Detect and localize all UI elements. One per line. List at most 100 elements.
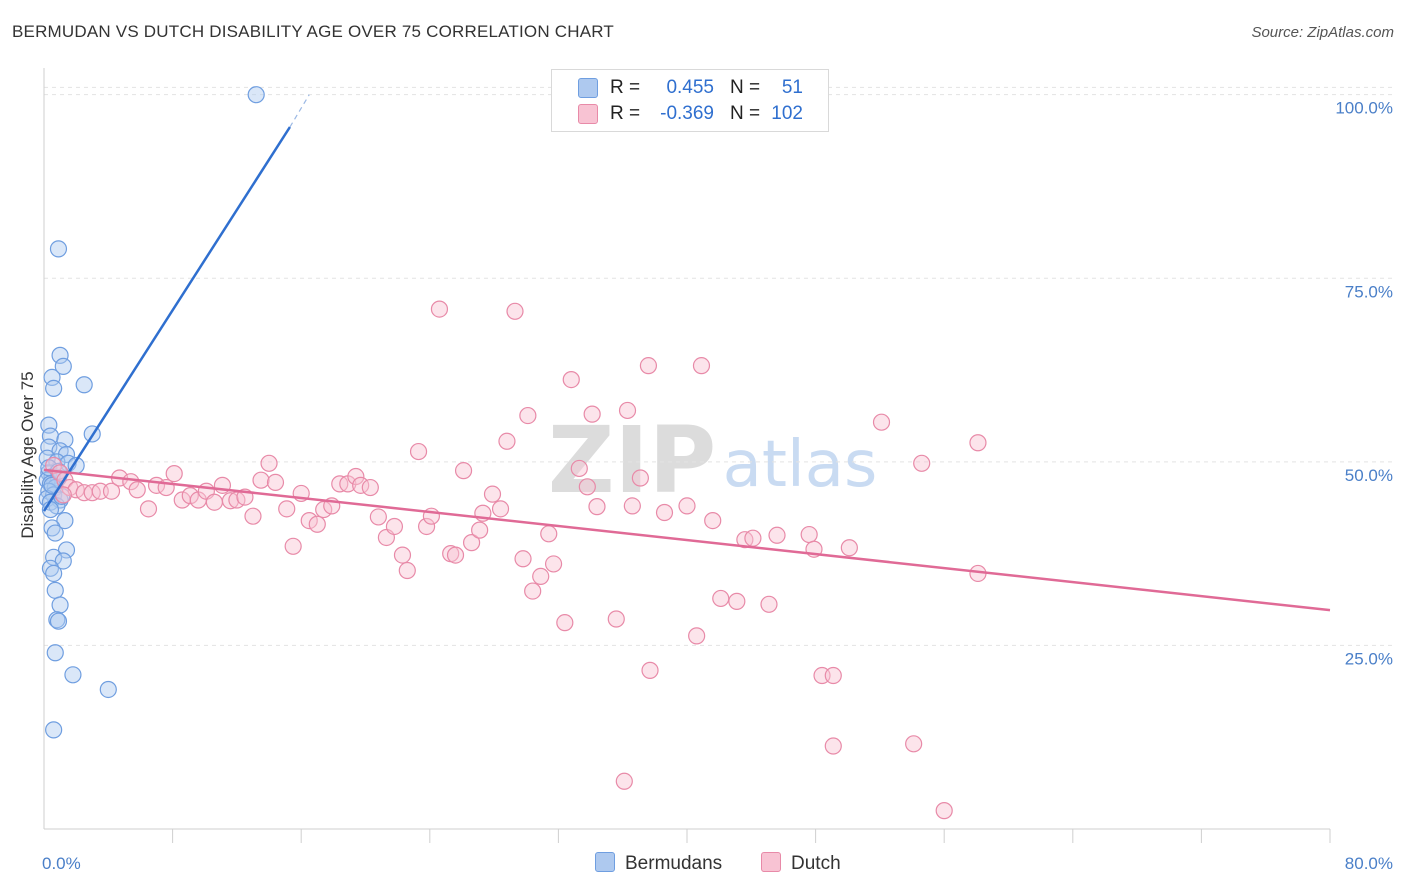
bermudans-point — [46, 644, 64, 662]
dutch-point — [205, 493, 223, 511]
legend-swatch-bermudans — [578, 78, 598, 98]
legend-r-value: 0.455 — [666, 77, 714, 98]
dutch-point — [768, 526, 786, 544]
dutch-point — [483, 485, 502, 503]
y-tick-label: 75.0% — [1345, 282, 1393, 301]
dutch-point — [618, 401, 637, 420]
y-tick-label: 25.0% — [1345, 649, 1393, 668]
dutch-point — [641, 661, 659, 679]
watermark-atlas: atlas — [723, 428, 878, 502]
dutch-point — [252, 471, 270, 489]
dutch-point — [491, 500, 510, 518]
dutch-point — [514, 550, 532, 568]
dutch-point — [840, 539, 858, 557]
bottom-legend-swatch-dutch — [761, 852, 781, 872]
bottom-legend-label-dutch: Dutch — [791, 853, 841, 874]
dutch-point — [824, 737, 842, 755]
dutch-point — [462, 534, 481, 552]
bottom-legend-bermudans: Bermudans — [595, 852, 722, 875]
bermudans-point — [45, 379, 63, 398]
legend-r-value: -0.369 — [660, 103, 714, 124]
bermudans-point — [43, 519, 61, 537]
legend-n-label: N = — [730, 103, 761, 124]
dutch-point — [506, 302, 524, 320]
legend-n-value: 102 — [771, 103, 803, 124]
bottom-legend-label-bermudans: Bermudans — [625, 853, 723, 874]
dutch-point — [128, 481, 146, 499]
bermudans-point — [41, 559, 60, 577]
bermudans-point — [40, 438, 58, 456]
bermudans-point — [51, 596, 69, 614]
bermudans-point — [43, 368, 61, 386]
dutch-point — [165, 464, 183, 483]
bermudans-point — [64, 666, 82, 684]
watermark-zip: ZIP — [548, 407, 716, 514]
bottom-legend-swatch-bermudans — [595, 852, 615, 872]
dutch-point — [369, 508, 387, 526]
dutch-point — [623, 497, 641, 515]
dutch-point — [278, 500, 296, 518]
dutch-point — [471, 521, 489, 539]
dutch-point — [578, 478, 596, 496]
dutch-point — [260, 454, 278, 472]
dutch-point — [872, 413, 891, 431]
dutch-point — [519, 406, 537, 425]
bermudans-point — [45, 721, 63, 739]
dutch-point — [398, 561, 416, 580]
dutch-point — [393, 546, 412, 564]
dutch-point — [446, 546, 465, 564]
dutch-point — [678, 497, 696, 515]
dutch-point — [969, 434, 987, 452]
dutch-point — [409, 442, 428, 461]
bermudans-point — [99, 680, 117, 699]
legend-row-dutch: R = -0.369 N = 102 — [552, 101, 828, 127]
dutch-point — [181, 487, 199, 505]
legend-n-label: N = — [730, 77, 761, 98]
dutch-point — [639, 357, 658, 375]
dutch-point — [139, 500, 158, 518]
dutch-point — [308, 515, 326, 533]
dutch-point — [524, 582, 542, 600]
dutch-point — [284, 537, 302, 555]
x-tick-label: 80.0% — [1345, 854, 1393, 873]
bermudans-point — [51, 346, 69, 364]
legend-row-bermudans: R = 0.455 N = 51 — [552, 75, 828, 101]
dutch-point — [361, 478, 379, 497]
y-tick-label: 50.0% — [1345, 466, 1393, 485]
dutch-point — [102, 482, 121, 500]
bermudans-point — [56, 431, 74, 449]
legend-r-label: R = — [610, 77, 641, 98]
dutch-point — [607, 610, 625, 628]
chart-title: BERMUDAN VS DUTCH DISABILITY AGE OVER 75… — [12, 22, 615, 41]
dutch-point — [347, 467, 365, 486]
bermudans-trend-line — [42, 126, 292, 512]
dutch-point — [540, 525, 558, 543]
bermudans-point — [46, 524, 64, 542]
dutch-point — [692, 357, 711, 375]
dutch-point — [688, 627, 706, 645]
correlation-legend: R = 0.455 N = 51 R = -0.369 N = 102 — [551, 69, 829, 132]
bermudans-point — [56, 511, 74, 530]
dutch-point — [556, 614, 574, 632]
dutch-point — [570, 459, 588, 478]
dutch-point — [266, 473, 285, 492]
dutch-point — [544, 555, 563, 573]
dutch-point — [655, 503, 674, 522]
dutch-point — [430, 300, 449, 318]
bermudans-point — [49, 612, 68, 630]
dutch-point — [712, 589, 730, 608]
legend-swatch-dutch — [578, 104, 598, 124]
dutch-point — [728, 592, 746, 610]
bermudans-trend-extension — [289, 94, 310, 128]
bermudans-point — [54, 357, 72, 375]
bermudans-point — [75, 376, 93, 394]
dutch-point — [935, 802, 953, 820]
dutch-point — [498, 432, 516, 450]
x-tick-label: 0.0% — [42, 854, 81, 873]
dutch-point — [417, 517, 436, 536]
dutch-point — [300, 511, 318, 530]
bermudans-point — [49, 240, 68, 258]
chart-source: Source: ZipAtlas.com — [1251, 24, 1394, 41]
dutch-point — [385, 517, 404, 536]
